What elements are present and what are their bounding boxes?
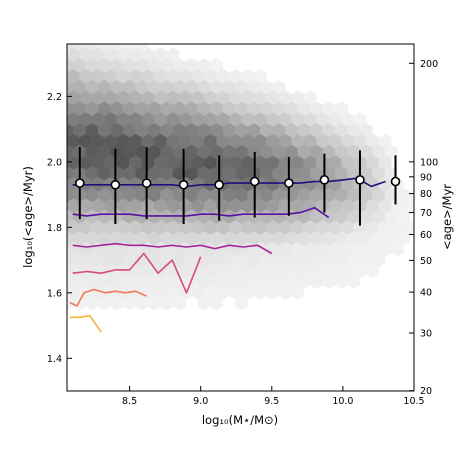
data-point: [141, 178, 152, 188]
y-tick-label: 2.0: [47, 157, 62, 168]
y-axis-left: 1.4 1.6 1.8 2.0 2.2: [47, 92, 72, 365]
y-right-tick-label: 30: [420, 329, 432, 340]
x-axis: 8.5 9.0 9.5 10.0 10.5: [122, 386, 425, 407]
data-point: [214, 179, 224, 190]
plot-frame: [66, 43, 415, 392]
data-point: [319, 175, 330, 185]
x-tick-label: 8.5: [122, 396, 137, 407]
y-right-tick-label: 200: [420, 59, 438, 70]
y-right-tick-label: 90: [420, 172, 432, 183]
x-tick-label: 9.0: [193, 396, 208, 407]
data-point: [178, 179, 189, 190]
y-axis-right: 20 30 40 50 60 70 80 90 100 200: [409, 59, 438, 397]
series-line-1: [72, 177, 386, 188]
hexbin-density: [67, 44, 414, 311]
y-tick-label: 2.2: [47, 92, 62, 103]
series-line-3: [72, 242, 273, 255]
hexbin-cell: [210, 295, 224, 311]
data-point: [110, 179, 121, 190]
x-tick-label: 9.5: [264, 396, 279, 407]
y-right-tick-label: 50: [420, 256, 432, 267]
hexbin-cell: [291, 285, 305, 300]
y-axis-label: log₁₀(<age>/Myr): [21, 166, 35, 268]
hexbin-cell: [347, 274, 361, 289]
series-line-4: [72, 252, 202, 294]
hexbin-cell: [235, 295, 248, 311]
x-axis-label: log₁₀(M⋆/M⊙): [202, 413, 278, 427]
y-right-tick-label: 100: [420, 157, 438, 168]
data-point: [355, 175, 365, 185]
y-tick-label: 1.6: [47, 288, 62, 299]
hexbin-cell: [366, 263, 379, 279]
y-right-tick-label: 20: [420, 386, 432, 397]
y-right-tick-label: 80: [420, 189, 432, 200]
y-right-tick-label: 40: [420, 288, 432, 299]
data-point: [284, 178, 294, 188]
x-tick-label: 10.0: [332, 396, 353, 407]
y-right-tick-label: 60: [420, 230, 432, 241]
data-point: [74, 178, 85, 188]
y-tick-label: 1.4: [47, 354, 62, 365]
hexbin-cell: [172, 295, 186, 311]
series-line-6: [69, 314, 102, 333]
data-point: [249, 176, 260, 187]
y-right-tick-label: 70: [420, 208, 432, 219]
y-tick-label: 1.8: [47, 223, 62, 234]
data-point: [390, 176, 401, 187]
x-tick-label: 10.5: [403, 396, 424, 407]
points-layer: [74, 147, 401, 226]
y-axis-label-right: <age>/Myr: [440, 184, 454, 250]
hexbin-cell: [391, 241, 404, 257]
series-line-5: [69, 288, 147, 307]
